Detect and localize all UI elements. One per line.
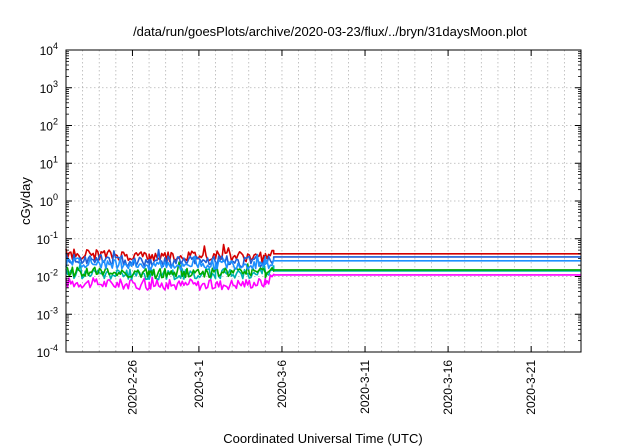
y-tick-label: 10-1 bbox=[37, 230, 58, 247]
x-axis-label: Coordinated Universal Time (UTC) bbox=[223, 431, 422, 446]
y-tick-label: 101 bbox=[40, 154, 58, 171]
x-tick-label: 2020-3-1 bbox=[192, 360, 206, 408]
series-line bbox=[65, 243, 581, 264]
y-tick-label: 104 bbox=[40, 41, 58, 58]
y-tick-label: 10-4 bbox=[37, 343, 58, 360]
grid bbox=[66, 50, 581, 352]
series-layer bbox=[65, 243, 581, 291]
y-tick-label: 10-3 bbox=[37, 305, 58, 322]
series-line bbox=[65, 253, 581, 271]
x-tick-label: 2020-3-6 bbox=[275, 360, 289, 408]
chart-title: /data/run/goesPlots/archive/2020-03-23/f… bbox=[133, 24, 527, 39]
y-tick-label: 102 bbox=[40, 117, 58, 134]
x-tick-label: 2020-3-21 bbox=[524, 360, 538, 415]
y-axis-label: cGy/day bbox=[18, 177, 33, 225]
y-tick-label: 103 bbox=[40, 79, 58, 96]
x-axis: 2020-2-26 2020-3-1 2020-3-6 2020-3-11 2020-3… bbox=[125, 50, 538, 415]
x-tick-label: 2020-2-26 bbox=[125, 360, 139, 415]
series-line bbox=[65, 261, 581, 280]
y-axis: 10-4 10-3 10-2 10-1 100 101 102 103 104 bbox=[37, 41, 581, 360]
series-line bbox=[65, 273, 581, 291]
x-tick-label: 2020-3-11 bbox=[358, 360, 372, 414]
x-tick-label: 2020-3-16 bbox=[441, 360, 455, 415]
series-line bbox=[65, 249, 581, 268]
y-tick-label: 100 bbox=[40, 192, 58, 209]
y-tick-label: 10-2 bbox=[37, 268, 58, 285]
